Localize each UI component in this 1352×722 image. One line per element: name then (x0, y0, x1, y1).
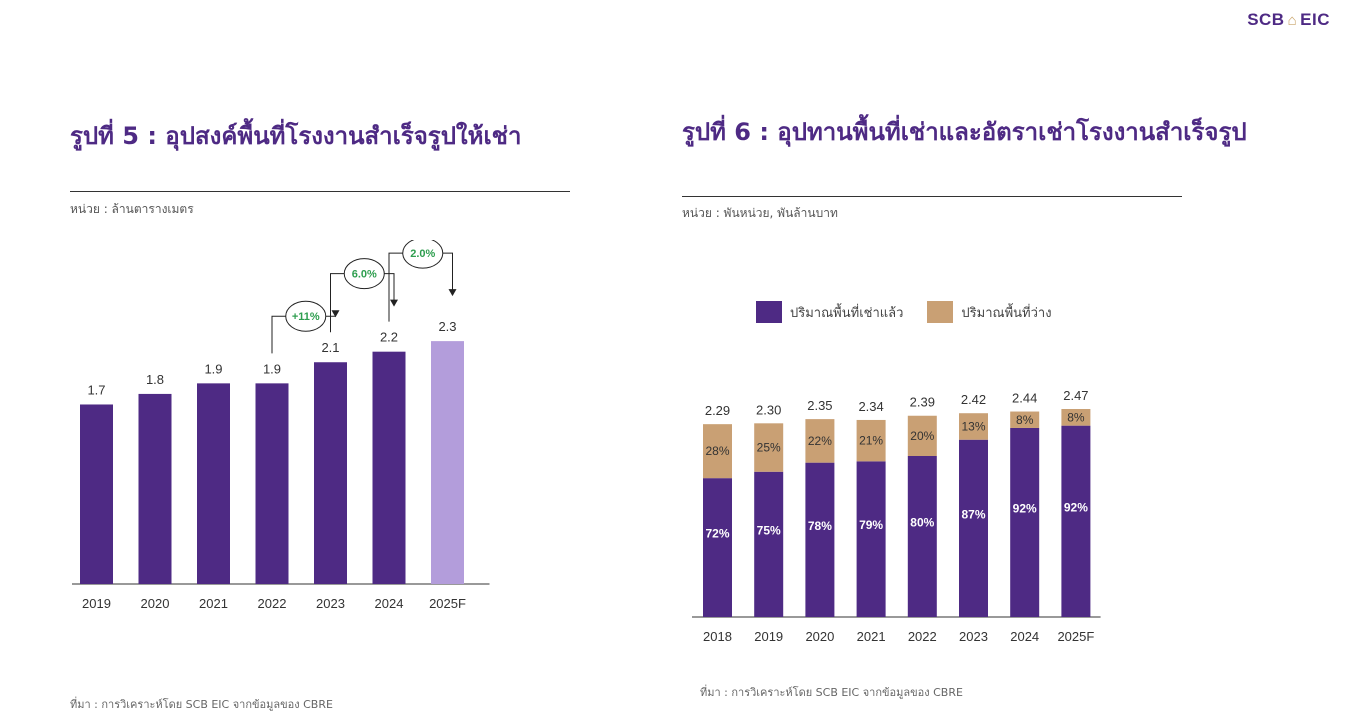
vacant-label-2025F: 8% (1067, 410, 1085, 424)
growth-label-2024: 6.0% (352, 269, 377, 281)
bar-vacant-2024 (1010, 411, 1040, 428)
value-label-2023: 2.1 (321, 340, 339, 355)
legend-swatch-vacant (927, 301, 954, 323)
right-title-rule (682, 196, 1182, 197)
leased-label-2025F: 92% (1064, 500, 1088, 514)
right-source: ที่มา : การวิเคราะห์โดย SCB EIC จากข้อมู… (700, 686, 963, 699)
bar-leased-2020 (805, 462, 835, 617)
value-label-2022: 1.9 (263, 361, 281, 376)
total-label-2024: 2.44 (1012, 391, 1037, 406)
bar-2020 (138, 393, 172, 584)
scb-eic-logo: SCB ⌂ EIC (1247, 10, 1330, 30)
right-legend: ปริมาณพื้นที่เช่าแล้ว ปริมาณพื้นที่ว่าง (756, 301, 1052, 323)
right-chart-title: รูปที่ 6 : อุปทานพื้นที่เช่าและอัตราเช่า… (682, 118, 1247, 146)
leased-label-2018: 72% (705, 527, 729, 541)
growth-arrow-2024 (390, 299, 398, 307)
bar-2022 (255, 383, 289, 584)
x-tick-2021: 2021 (857, 629, 886, 644)
logo-mark-icon: ⌂ (1287, 11, 1298, 29)
x-tick-2025F: 2025F (1057, 629, 1094, 644)
leased-label-2023: 87% (961, 507, 985, 521)
left-unit-label: หน่วย : ล้านตารางเมตร (70, 202, 194, 216)
left-chart-title: รูปที่ 5 : อุปสงค์พื้นที่โรงงานสำเร็จรูป… (70, 122, 522, 150)
x-tick-2024: 2024 (375, 596, 404, 611)
bar-vacant-2021 (856, 419, 886, 462)
x-tick-2018: 2018 (703, 629, 732, 644)
total-label-2023: 2.42 (961, 392, 986, 407)
logo-suffix: EIC (1300, 10, 1330, 29)
vacant-label-2024: 8% (1016, 413, 1034, 427)
bar-2024 (372, 351, 406, 584)
total-label-2022: 2.39 (910, 395, 935, 410)
total-label-2021: 2.34 (858, 399, 883, 414)
bar-leased-2019 (754, 471, 784, 617)
total-label-2019: 2.30 (756, 402, 781, 417)
bar-vacant-2018 (703, 424, 732, 479)
x-tick-2020: 2020 (805, 629, 834, 644)
vacant-label-2020: 22% (808, 434, 832, 448)
legend-label-leased: ปริมาณพื้นที่เช่าแล้ว (790, 305, 904, 321)
legend-swatch-leased (756, 301, 782, 323)
vacant-label-2022: 20% (910, 429, 934, 443)
value-label-2020: 1.8 (146, 372, 164, 387)
x-tick-2022: 2022 (258, 596, 287, 611)
x-tick-2021: 2021 (199, 596, 228, 611)
leased-label-2022: 80% (910, 515, 934, 529)
growth-bubble-2023 (285, 300, 327, 332)
right-stacked-bar-chart: 72% 28% 2.29 2018 75% 25% 2.30 2019 78% 22% 2.35 20… (692, 388, 1101, 644)
left-bar-chart: 1.7 2019 1.8 2020 1.9 2021 1.9 2022 2.1 2023 2.2 20… (72, 240, 490, 611)
x-tick-2019: 2019 (82, 596, 111, 611)
bar-vacant-2025F (1061, 409, 1091, 426)
growth-bubble-2024 (343, 258, 385, 290)
legend-item-leased: ปริมาณพื้นที่เช่าแล้ว (756, 301, 903, 323)
vacant-label-2018: 28% (705, 444, 729, 458)
bar-2023 (314, 362, 347, 584)
total-label-2020: 2.35 (807, 398, 832, 413)
bar-leased-2025F (1061, 425, 1091, 617)
value-label-2025F: 2.3 (438, 319, 456, 334)
growth-label-2023: +11% (292, 311, 320, 323)
bar-vacant-2023 (959, 413, 988, 440)
growth-bubble-2025F (402, 240, 444, 269)
x-tick-2025F: 2025F (429, 596, 466, 611)
leased-label-2019: 75% (757, 523, 781, 537)
bar-leased-2023 (959, 439, 988, 617)
bar-2019 (80, 404, 113, 584)
total-label-2018: 2.29 (705, 403, 730, 418)
x-tick-2023: 2023 (959, 629, 988, 644)
bar-vacant-2019 (754, 423, 784, 472)
total-label-2025F: 2.47 (1063, 388, 1088, 403)
logo-text: SCB (1247, 10, 1285, 29)
bar-2021 (197, 383, 230, 584)
vacant-label-2021: 21% (859, 434, 883, 448)
leased-label-2024: 92% (1013, 501, 1037, 515)
legend-item-vacant: ปริมาณพื้นที่ว่าง (927, 301, 1052, 323)
growth-arrow-2023 (331, 310, 340, 318)
leased-label-2020: 78% (808, 519, 832, 533)
legend-label-vacant: ปริมาณพื้นที่ว่าง (961, 305, 1052, 321)
bar-leased-2022 (907, 455, 937, 617)
value-label-2024: 2.2 (380, 330, 398, 345)
vacant-label-2023: 13% (961, 419, 985, 433)
bar-2025F (431, 341, 464, 584)
right-unit-label: หน่วย : พันหน่วย, พันล้านบาท (682, 206, 838, 220)
x-tick-2023: 2023 (316, 596, 345, 611)
value-label-2021: 1.9 (204, 361, 222, 376)
left-source: ที่มา : การวิเคราะห์โดย SCB EIC จากข้อมู… (70, 698, 333, 711)
vacant-label-2019: 25% (757, 441, 781, 455)
value-label-2019: 1.7 (87, 382, 105, 397)
bar-vacant-2020 (805, 419, 835, 463)
bar-leased-2021 (856, 461, 886, 617)
x-tick-2020: 2020 (141, 596, 170, 611)
bar-vacant-2022 (907, 415, 937, 456)
bar-leased-2018 (703, 478, 732, 617)
bar-leased-2024 (1010, 427, 1040, 617)
growth-arrow-2025F (448, 289, 457, 297)
x-tick-2022: 2022 (908, 629, 937, 644)
growth-label-2025F: 2.0% (410, 248, 435, 260)
left-title-rule (70, 191, 570, 192)
x-tick-2024: 2024 (1010, 629, 1039, 644)
x-tick-2019: 2019 (754, 629, 783, 644)
leased-label-2021: 79% (859, 518, 883, 532)
